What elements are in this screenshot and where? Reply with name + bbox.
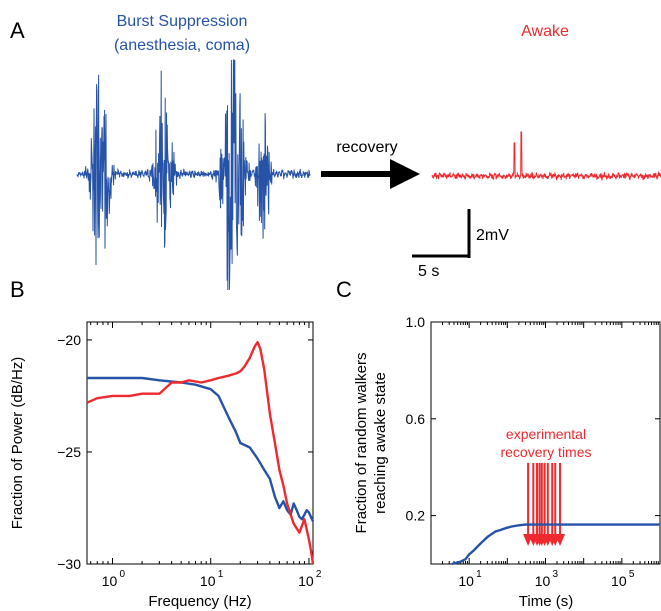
recovery-time-arrows (523, 463, 566, 546)
panel-b-series-line-2 (86, 341, 315, 565)
trace-awake (431, 131, 661, 181)
awake-waveform (431, 131, 661, 181)
panel-c-ylabel-line2: reaching awake state (372, 372, 389, 514)
panel-b-ticks: 10 0 10 1 10 2−30−25−20 (57, 322, 322, 589)
panel-c-xlabel: Time (s) (519, 593, 573, 610)
panel-b-series-line-1 (87, 376, 315, 522)
annotation-line2: recovery times (500, 444, 591, 460)
panel-b-axes-frame (86, 321, 314, 565)
panel-b-ylabel: Fraction of Power (dB/Hz) (9, 357, 26, 530)
panel-b: B 10 0 10 1 10 2−30−25−20 Frequency (Hz) Frac… (9, 277, 322, 610)
panel-a-left-title-line1: Burst Suppression (117, 13, 248, 30)
scale-bar-voltage-label: 2mV (476, 227, 509, 244)
panel-b-xtick-exponent: 1 (218, 569, 224, 580)
panel-c-ytick-label: 0.2 (406, 508, 426, 524)
recovery-time-arrow-head (555, 534, 566, 546)
annotation-line1: experimental (506, 426, 586, 442)
panel-c-xtick-exponent: 1 (476, 569, 482, 580)
panel-a-letter: A (10, 18, 25, 43)
panel-b-xtick-exponent: 0 (120, 569, 126, 580)
panel-c-letter: C (336, 277, 352, 302)
panel-c-series (451, 523, 660, 566)
panel-c-xtick-exponent: 3 (553, 569, 559, 580)
panel-c-ylabel-line1: Fraction of random walkers (353, 353, 370, 534)
panel-c-xtick-label: 10 (611, 573, 627, 589)
panel-b-series (86, 341, 315, 565)
panel-c-ytick-label: 0.6 (406, 411, 426, 427)
panel-a-left-title-line2: (anesthesia, coma) (114, 37, 250, 54)
panel-c-ytick-label: 1.0 (406, 314, 426, 330)
panel-b-ytick-label: −30 (57, 556, 81, 572)
scale-bar-time-label: 5 s (418, 263, 439, 280)
panel-b-xtick-label: 10 (200, 573, 216, 589)
panel-a: A Burst Suppression (anesthesia, coma) A… (10, 13, 661, 291)
panel-a-right-title: Awake (521, 23, 569, 40)
panel-c-series-line-1 (451, 523, 660, 566)
panel-c-xtick-exponent: 5 (629, 569, 635, 580)
panel-b-ytick-label: −20 (57, 332, 81, 348)
scale-bar: 2mV 5 s (412, 209, 509, 280)
panel-b-xlabel: Frequency (Hz) (148, 593, 251, 610)
panel-c-xtick-label: 10 (458, 573, 474, 589)
trace-burst-suppression (76, 59, 311, 291)
panel-b-xtick-label: 10 (102, 573, 118, 589)
panel-c-xtick-label: 10 (535, 573, 551, 589)
panel-b-letter: B (10, 277, 25, 302)
panel-b-xtick-label: 10 (298, 573, 314, 589)
panel-c-ticks: 10 1 10 3 10 50.20.61.0 (406, 314, 661, 589)
burst-suppression-waveform (76, 59, 311, 291)
panel-c: C 10 1 10 3 10 50.20.61.0 experimental recove… (336, 277, 661, 610)
panel-b-ytick-label: −25 (57, 444, 81, 460)
recovery-label: recovery (336, 139, 397, 156)
panel-b-xtick-exponent: 2 (316, 569, 322, 580)
